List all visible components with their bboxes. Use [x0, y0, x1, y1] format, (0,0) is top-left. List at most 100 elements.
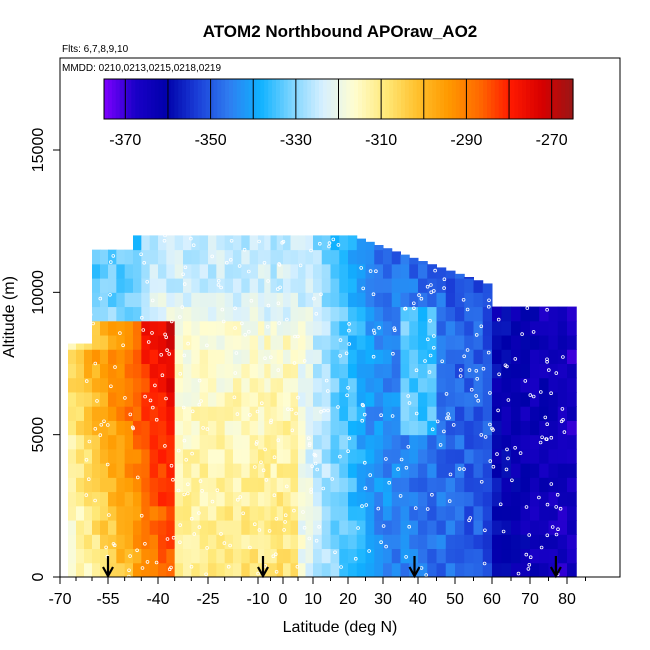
- sample-point: [306, 436, 311, 441]
- sample-point: [128, 412, 133, 417]
- colorbar-segment: [557, 79, 562, 119]
- sample-point: [146, 340, 151, 344]
- heatmap-cell: [108, 292, 117, 308]
- heatmap-cell: [233, 263, 242, 279]
- heatmap-cell: [283, 377, 291, 393]
- heatmap-cell: [464, 562, 474, 578]
- sample-point: [390, 414, 395, 418]
- heatmap-cell: [391, 463, 401, 478]
- heatmap-cell: [455, 520, 465, 535]
- heatmap-cell: [520, 534, 531, 550]
- sample-point: [347, 436, 352, 441]
- sample-point: [524, 552, 529, 557]
- heatmap-cell: [511, 377, 521, 393]
- heatmap-cell: [133, 448, 142, 464]
- heatmap-cell: [418, 491, 428, 507]
- heatmap-cell: [183, 249, 192, 265]
- heatmap-cell: [270, 292, 278, 308]
- colorbar-segment: [365, 79, 371, 119]
- heatmap-cell: [233, 278, 242, 293]
- sample-point: [406, 394, 411, 398]
- colorbar-segment: [193, 79, 199, 119]
- heatmap-cell: [183, 448, 192, 464]
- heatmap-cell: [270, 520, 278, 535]
- sample-point: [307, 443, 312, 448]
- colorbar-segment: [424, 79, 429, 119]
- heatmap-cell: [174, 534, 184, 550]
- heatmap-cell: [383, 534, 393, 550]
- heatmap-cell: [158, 463, 167, 478]
- sample-point: [427, 370, 432, 374]
- colorbar-segment: [275, 79, 281, 119]
- sample-point: [143, 541, 147, 546]
- heatmap-cell: [108, 391, 117, 407]
- heatmap-cell: [356, 520, 366, 535]
- heatmap-cell: [383, 505, 393, 521]
- heatmap-cell: [208, 306, 217, 322]
- heatmap-cell: [530, 406, 540, 421]
- heatmap-cell: [321, 434, 331, 450]
- heatmap-cell: [418, 377, 428, 393]
- heatmap-cell: [418, 349, 428, 364]
- sample-point: [545, 422, 549, 427]
- colorbar-segment: [311, 79, 316, 119]
- sample-point: [84, 270, 89, 275]
- sample-point: [392, 328, 397, 333]
- heatmap-cell: [365, 520, 375, 535]
- heatmap-cell: [241, 363, 251, 379]
- heatmap-cell: [68, 491, 77, 507]
- colorbar-segment: [498, 79, 504, 119]
- heatmap-cell: [191, 377, 201, 393]
- heatmap-cell: [313, 548, 323, 564]
- heatmap-cell: [567, 520, 577, 535]
- heatmap-cell: [427, 320, 437, 336]
- heatmap-cell: [158, 349, 167, 364]
- heatmap-cell: [455, 548, 465, 564]
- heatmap-cell: [208, 477, 217, 493]
- heatmap-cell: [313, 292, 323, 308]
- heatmap-cell: [191, 434, 201, 450]
- heatmap-cell: [409, 434, 419, 450]
- heatmap-cell: [400, 505, 410, 521]
- heatmap-cell: [464, 534, 474, 550]
- heatmap-cell: [374, 278, 384, 293]
- heatmap-cell: [321, 263, 331, 279]
- sample-point: [183, 265, 188, 270]
- heatmap-cell: [208, 391, 217, 407]
- heatmap-cell: [445, 448, 456, 464]
- heatmap-cell: [374, 420, 384, 436]
- sample-point: [169, 463, 174, 468]
- heatmap-cell: [400, 406, 410, 421]
- heatmap-cell: [374, 306, 384, 322]
- heatmap-cell: [313, 263, 323, 279]
- sample-point: [271, 554, 276, 558]
- sample-point: [513, 445, 517, 450]
- sample-point: [151, 405, 155, 410]
- sample-point: [111, 254, 116, 258]
- heatmap-cell: [356, 562, 366, 578]
- heatmap-cell: [313, 377, 323, 393]
- sample-point: [435, 419, 440, 424]
- heatmap-cell: [124, 434, 134, 450]
- heatmap-cell: [427, 448, 437, 464]
- heatmap-cell: [348, 320, 358, 336]
- sample-point: [490, 426, 494, 431]
- heatmap-cell: [258, 292, 265, 308]
- heatmap-cell: [76, 505, 85, 521]
- heatmap-cell: [276, 306, 284, 322]
- colorbar-segment: [326, 79, 332, 119]
- sample-point: [545, 502, 550, 507]
- heatmap-cell: [339, 463, 349, 478]
- heatmap-cell: [313, 335, 323, 350]
- heatmap-cell: [436, 562, 447, 578]
- heatmap-cell: [348, 377, 358, 393]
- heatmap-cell: [166, 420, 176, 436]
- heatmap-cell: [276, 249, 284, 265]
- heatmap-cell: [141, 235, 151, 251]
- heatmap-cell: [427, 434, 437, 450]
- sample-point: [496, 408, 500, 413]
- heatmap-cell: [400, 434, 410, 450]
- sample-point: [327, 241, 332, 245]
- sample-point: [233, 371, 238, 375]
- heatmap-cell: [76, 406, 85, 421]
